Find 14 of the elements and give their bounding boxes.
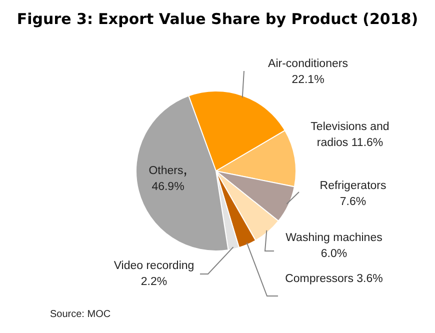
data-label: 46.9% xyxy=(152,181,184,193)
data-label: 22.1% xyxy=(292,74,324,86)
data-label: 2.2% xyxy=(140,276,168,288)
chart-title: Figure 3: Export Value Share by Product (2018) xyxy=(16,10,418,28)
slice-label: Air-conditioners xyxy=(268,58,348,70)
slice-label: Televisions and radios 11.6% xyxy=(310,121,390,149)
slice-label: Refrigerators xyxy=(320,180,386,192)
slice-label: Video recording xyxy=(114,260,194,272)
source-note: Source: MOC xyxy=(50,309,111,320)
slice-label: Others xyxy=(148,165,184,177)
slice-label: Compressors 3.6% xyxy=(285,273,383,285)
data-label: 6.0% xyxy=(320,248,348,260)
data-label: 7.6% xyxy=(340,196,366,208)
slice-label: Washing machines xyxy=(286,232,383,244)
